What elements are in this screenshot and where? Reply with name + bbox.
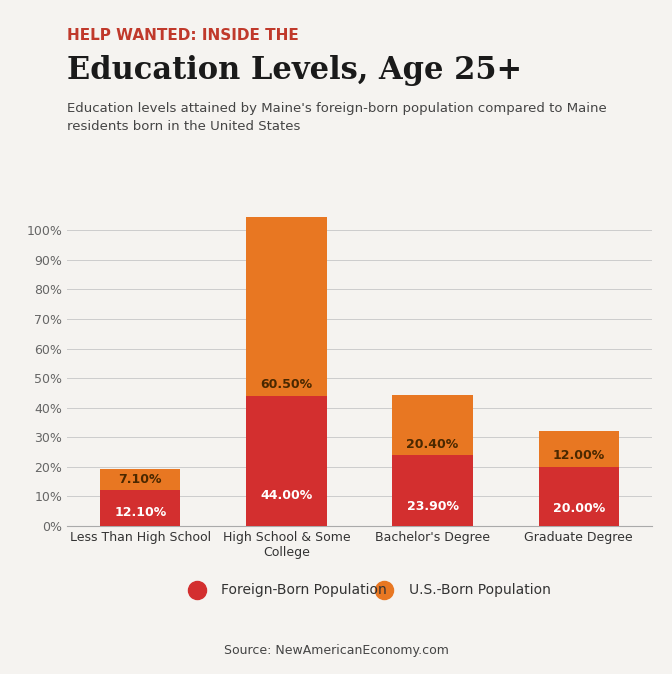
Bar [538, 431, 619, 466]
Bar [392, 455, 473, 526]
Text: 20.40%: 20.40% [407, 437, 459, 451]
Text: 12.00%: 12.00% [552, 450, 605, 462]
Text: Education Levels, Age 25+: Education Levels, Age 25+ [67, 55, 522, 86]
Text: 44.00%: 44.00% [260, 489, 312, 502]
Text: 60.50%: 60.50% [260, 378, 312, 392]
Text: 20.00%: 20.00% [552, 502, 605, 515]
Text: Source: NewAmericanEconomy.com: Source: NewAmericanEconomy.com [224, 644, 448, 657]
Bar [392, 395, 473, 455]
Text: Foreign-Born Population: Foreign-Born Population [221, 583, 387, 596]
Bar [100, 490, 181, 526]
Text: Education levels attained by Maine's foreign-born population compared to Maine
r: Education levels attained by Maine's for… [67, 102, 607, 133]
Text: HELP WANTED: INSIDE THE: HELP WANTED: INSIDE THE [67, 28, 299, 43]
Text: 7.10%: 7.10% [118, 472, 162, 485]
Bar [538, 466, 619, 526]
Text: U.S.-Born Population: U.S.-Born Population [409, 583, 550, 596]
Bar [246, 396, 327, 526]
Text: 23.90%: 23.90% [407, 500, 458, 513]
Bar [246, 217, 327, 396]
Text: 12.10%: 12.10% [114, 506, 167, 519]
Bar [100, 469, 181, 490]
